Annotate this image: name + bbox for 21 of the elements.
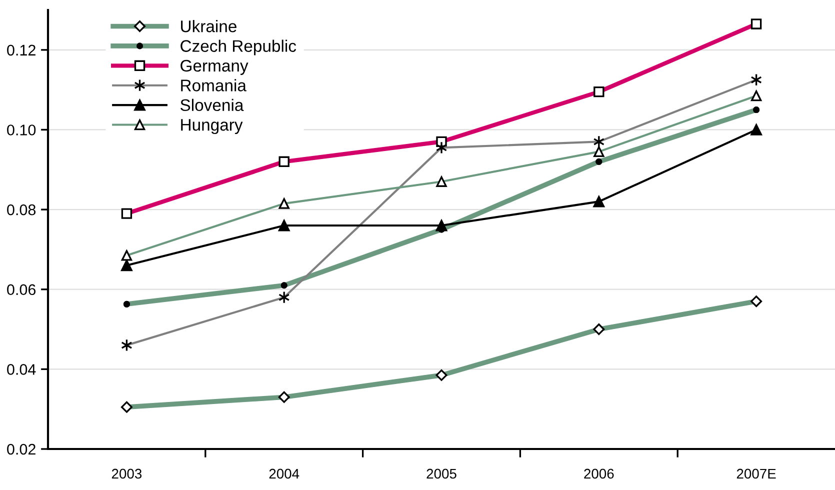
y-tick-label: 0.08 — [7, 204, 36, 216]
legend-label: Czech Republic — [180, 40, 296, 56]
legend-label: Germany — [180, 60, 248, 75]
y-tick-label: 0.04 — [7, 364, 36, 375]
x-tick-label: 2004 — [269, 468, 300, 479]
legend-label: Hungary — [181, 119, 243, 134]
x-tick-label: 2006 — [584, 468, 614, 479]
point — [121, 260, 132, 272]
legend-label: Romania — [181, 79, 246, 92]
point — [593, 196, 605, 208]
point — [278, 220, 290, 232]
y-tick-label: 0.06 — [7, 284, 36, 296]
y-tick-label: 0.02 — [7, 444, 36, 455]
x-tick-label: 2005 — [426, 468, 456, 479]
legend-label: Ukraine — [181, 20, 236, 32]
point — [750, 124, 762, 136]
y-tick-label: 0.10 — [7, 124, 36, 136]
legend-label: Slovenia — [180, 98, 244, 112]
x-tick-label: 2007E — [736, 468, 776, 479]
y-tick-label: 0.12 — [7, 44, 36, 56]
x-tick-label: 2003 — [112, 468, 142, 479]
